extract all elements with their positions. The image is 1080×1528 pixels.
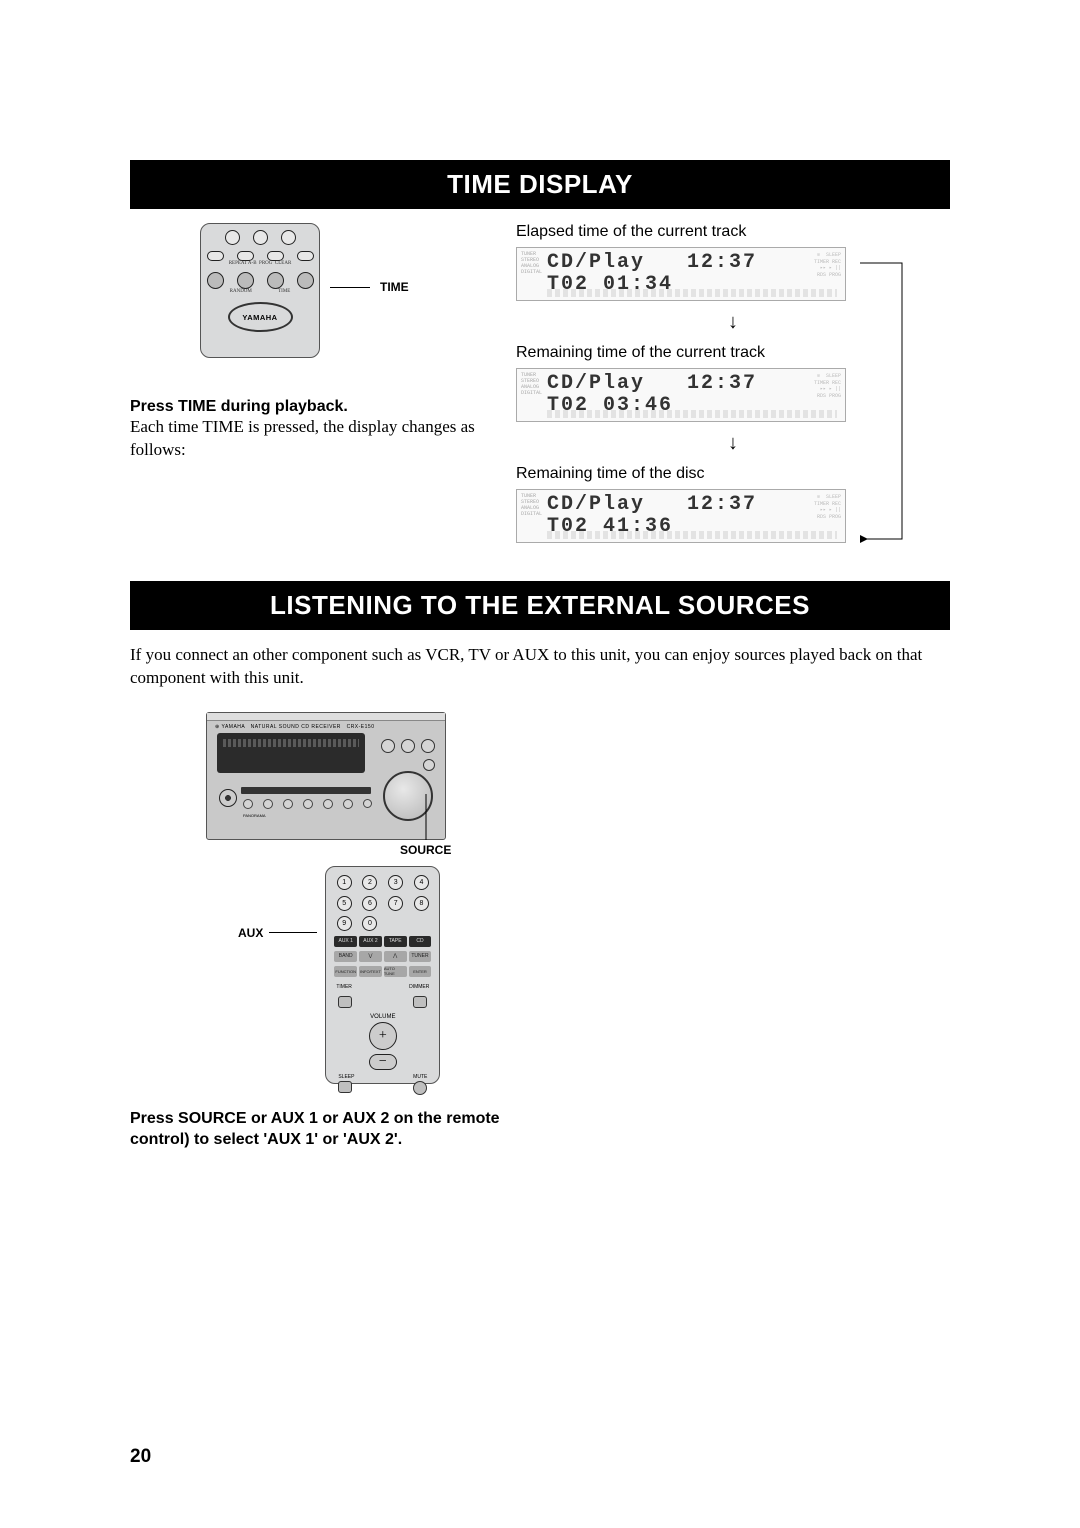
remote-time-label: TIME [380, 280, 409, 294]
legend-prog: PROG [259, 261, 272, 266]
receiver-illustration: ⊕ YAMAHA NATURAL SOUND CD RECEIVER CRX-E… [206, 712, 446, 840]
lcd-screen-2: TUNERSTEREOANALOGDIGITAL ⊙ SLEEPTIMER RE… [516, 368, 846, 422]
source-label: SOURCE [400, 843, 451, 857]
time-display-columns: REPEAT A-B PROG CLEAR RANDOM TIME YAMAHA… [130, 223, 950, 553]
press-time-instruction: Press TIME during playback. [130, 398, 490, 416]
key-autotune: AUTO TUNE [384, 966, 407, 977]
lcd2-time: 12:37 [687, 372, 757, 395]
cycle-arrow [854, 263, 924, 553]
key-aux1: AUX 1 [334, 936, 357, 947]
left-column: REPEAT A-B PROG CLEAR RANDOM TIME YAMAHA… [130, 223, 490, 553]
key-cd: CD [409, 936, 432, 947]
key-band: BAND [334, 951, 357, 962]
key-preset-up: ⋀ [384, 951, 407, 962]
lcd-screen-1: TUNERSTEREOANALOGDIGITAL ⊙ SLEEPTIMER RE… [516, 247, 846, 301]
aux-label: AUX [238, 926, 263, 940]
key-enter: ENTER [409, 966, 432, 977]
remote-bottom-illustration: 1234 5678 90 AUX 1 AUX 2 TAPE CD BAND ⋁ … [325, 866, 440, 1084]
key-info: INFO/TEXT [359, 966, 382, 977]
caption-elapsed: Elapsed time of the current track [516, 223, 950, 241]
legend-time: TIME [278, 289, 290, 294]
key-function: FUNCTION [334, 966, 357, 977]
yamaha-logo: YAMAHA [228, 302, 293, 332]
volume-up-icon: + [369, 1022, 397, 1050]
legend-random: RANDOM [230, 289, 252, 294]
sleep-label: SLEEP [338, 1074, 354, 1080]
key-tape: TAPE [384, 936, 407, 947]
lcd3-time: 12:37 [687, 493, 757, 516]
page-number: 20 [130, 1446, 151, 1468]
key-timer-label: TIMER [336, 984, 352, 990]
remote-bottom-figure: AUX 1234 5678 90 AUX 1 AUX 2 TAPE CD BAN… [238, 866, 950, 1084]
press-source-instruction: Press SOURCE or AUX 1 or AUX 2 on the re… [130, 1108, 530, 1151]
right-column: Elapsed time of the current track TUNERS… [516, 223, 950, 553]
mute-label: MUTE [413, 1074, 427, 1080]
key-aux2: AUX 2 [359, 936, 382, 947]
lcd3-mode: CD/Play [547, 493, 645, 516]
volume-down-icon: − [369, 1054, 397, 1070]
source-leader-line [416, 794, 436, 842]
key-dimmer-label: DIMMER [409, 984, 429, 990]
lcd2-mode: CD/Play [547, 372, 645, 395]
lcd1-mode: CD/Play [547, 251, 645, 274]
aux-leader-line [269, 932, 317, 933]
leader-line [330, 287, 370, 288]
lcd1-time: 12:37 [687, 251, 757, 274]
remote-top-illustration: REPEAT A-B PROG CLEAR RANDOM TIME YAMAHA [200, 223, 320, 358]
legend-clear: CLEAR [275, 261, 291, 266]
key-preset-down: ⋁ [359, 951, 382, 962]
key-tuner: TUNER [409, 951, 432, 962]
external-sources-intro: If you connect an other component such a… [130, 644, 950, 690]
remote-top-figure: REPEAT A-B PROG CLEAR RANDOM TIME YAMAHA… [200, 223, 490, 358]
receiver-figure: ⊕ YAMAHA NATURAL SOUND CD RECEIVER CRX-E… [206, 712, 950, 840]
section-heading-time-display: TIME DISPLAY [130, 160, 950, 209]
volume-label: VOLUME [353, 1014, 413, 1020]
lcd-screen-3: TUNERSTEREOANALOGDIGITAL ⊙ SLEEPTIMER RE… [516, 489, 846, 543]
time-instruction-body: Each time TIME is pressed, the display c… [130, 416, 490, 462]
section-heading-external-sources: LISTENING TO THE EXTERNAL SOURCES [130, 581, 950, 630]
legend-repeat: REPEAT A-B [229, 261, 257, 266]
